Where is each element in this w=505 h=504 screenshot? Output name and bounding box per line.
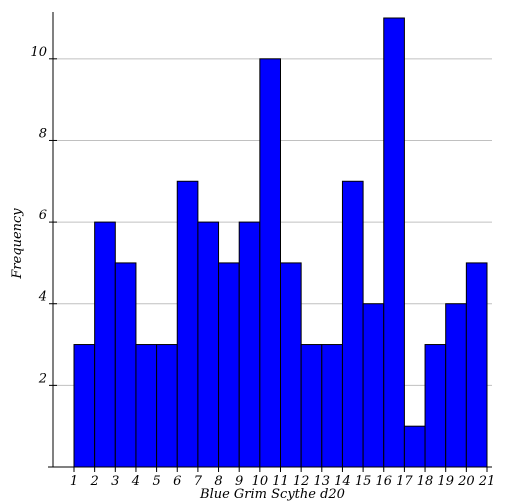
y-tick-label-6: 6 xyxy=(39,208,47,223)
bar-4 xyxy=(135,344,158,468)
bar-13 xyxy=(321,344,343,468)
x-tick-label-21: 21 xyxy=(478,474,496,489)
x-tick-label-1: 1 xyxy=(70,474,78,489)
bar-6 xyxy=(176,180,199,468)
bar-9 xyxy=(238,221,261,468)
x-tick-label-12: 12 xyxy=(293,474,310,489)
bar-12 xyxy=(300,344,323,468)
bar-17 xyxy=(403,425,426,468)
x-tick-label-16: 16 xyxy=(375,474,392,489)
x-tick-label-6: 6 xyxy=(173,474,181,489)
x-tick-label-4: 4 xyxy=(131,474,140,489)
x-tick-label-15: 15 xyxy=(355,474,372,489)
x-tick-label-10: 10 xyxy=(252,474,269,489)
bar-7 xyxy=(197,221,220,468)
axes xyxy=(48,12,492,472)
x-tick-label-17: 17 xyxy=(396,474,413,489)
x-tick-label-7: 7 xyxy=(194,474,203,489)
bar-10 xyxy=(259,58,282,468)
bar-18 xyxy=(424,344,447,468)
bar-16 xyxy=(383,17,405,468)
y-tick-label-8: 8 xyxy=(39,126,47,141)
x-tick-label-2: 2 xyxy=(90,474,99,489)
x-tick-label-9: 9 xyxy=(235,474,243,489)
y-tick-label-4: 4 xyxy=(38,290,47,305)
x-tick-label-8: 8 xyxy=(214,474,222,489)
bars xyxy=(73,17,488,468)
x-tick-label-19: 19 xyxy=(437,474,454,489)
bar-2 xyxy=(94,221,116,468)
x-tick-label-20: 20 xyxy=(457,474,475,489)
x-tick-label-18: 18 xyxy=(417,474,434,489)
bar-3 xyxy=(114,262,137,468)
bar-11 xyxy=(280,262,302,468)
y-axis-title: Frequency xyxy=(10,208,25,280)
x-tick-label-5: 5 xyxy=(152,474,160,489)
bar-19 xyxy=(445,303,467,468)
x-axis-title: Blue Grim Scythe d20 xyxy=(199,487,345,502)
bar-15 xyxy=(362,303,385,468)
bar-8 xyxy=(218,262,240,468)
y-tick-label-2: 2 xyxy=(38,371,47,386)
bar-1 xyxy=(73,344,96,468)
x-tick-label-11: 11 xyxy=(272,474,289,489)
x-tick-label-14: 14 xyxy=(334,474,351,489)
x-tick-label-13: 13 xyxy=(314,474,331,489)
bar-14 xyxy=(341,180,364,468)
x-tick-label-3: 3 xyxy=(111,474,119,489)
y-tick-label-10: 10 xyxy=(30,45,47,60)
bar-20 xyxy=(465,262,488,468)
bar-5 xyxy=(156,344,178,468)
